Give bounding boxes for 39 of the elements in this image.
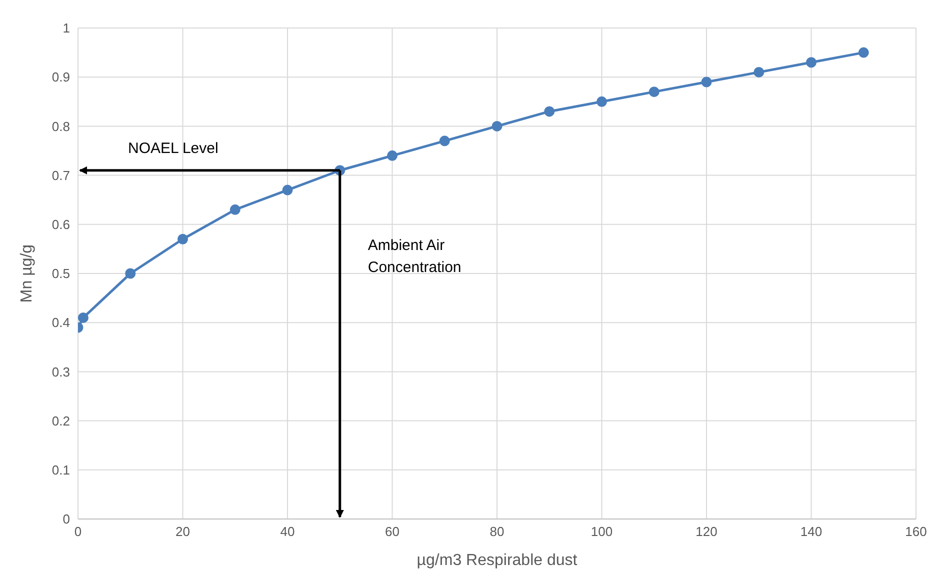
point: [858, 47, 869, 58]
point: [439, 136, 450, 146]
x-tick-label: 20: [176, 524, 190, 540]
y-tick-label: 1: [62, 20, 70, 36]
point: [596, 96, 607, 107]
x-tick-label: 100: [590, 524, 613, 540]
point: [78, 312, 88, 323]
x-tick-label: 160: [905, 524, 927, 540]
y-tick-label: 0.4: [52, 315, 70, 330]
point: [230, 204, 240, 215]
y-tick-label: 0.9: [52, 70, 70, 85]
point: [178, 234, 188, 244]
point: [125, 268, 136, 279]
y-tick-label: 0.1: [52, 462, 70, 478]
y-tick-label: 0.7: [52, 168, 70, 183]
point: [648, 86, 660, 98]
x-axis-title: µg/m3 Respirable dust: [416, 552, 578, 569]
x-tick-label: 120: [696, 524, 718, 540]
x-tick-label: 40: [280, 524, 295, 540]
point: [544, 106, 555, 117]
point: [387, 150, 398, 161]
y-tick-label: 0.8: [52, 118, 70, 134]
point: [492, 120, 502, 132]
point: [806, 57, 816, 68]
x-tick-label: 60: [385, 524, 400, 540]
point: [754, 66, 764, 78]
ref-line-label: NOAEL Level: [128, 139, 218, 160]
y-axis-title: Mn µg/g: [18, 244, 36, 303]
x-tick-label: 0: [74, 524, 82, 540]
y-tick-label: 0: [62, 512, 70, 527]
point: [701, 76, 712, 88]
y-tick-label: 0.3: [52, 364, 70, 380]
y-tick-label: 0.6: [52, 217, 70, 232]
y-tick-label: 0.5: [52, 266, 70, 282]
ref-line-label: Ambient Air Concentration: [368, 236, 462, 278]
x-tick-label: 140: [800, 524, 822, 540]
point: [282, 184, 293, 196]
y-tick-label: 0.2: [52, 413, 70, 428]
x-tick-label: 80: [490, 524, 504, 540]
